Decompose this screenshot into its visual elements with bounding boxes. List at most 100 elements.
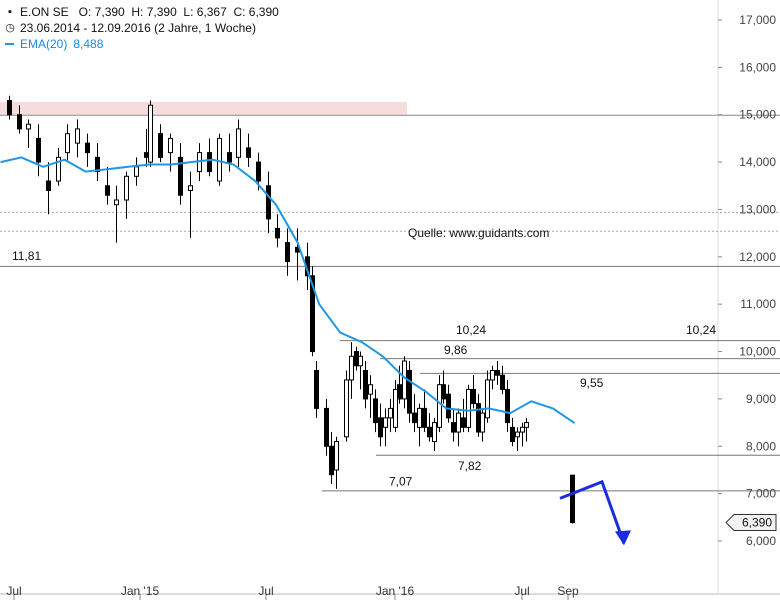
candle-body [456, 412, 461, 433]
legend-ema-label: EMA(20) [20, 37, 68, 51]
candle [65, 124, 70, 163]
candle [495, 361, 500, 385]
legend-range-row: ◷ 23.06.2014 - 12.09.2016 (2 Jahre, 1 Wo… [4, 20, 279, 36]
candle-body [134, 166, 139, 177]
x-tick-label: Jan '15 [121, 584, 160, 598]
candle [207, 138, 212, 177]
candle [17, 105, 22, 134]
candle-body [26, 123, 31, 130]
candle-body [466, 388, 471, 428]
candle [510, 417, 515, 447]
candle-body [422, 407, 427, 428]
candle [134, 157, 139, 186]
candle [7, 95, 12, 120]
level-label-10-24: 10,24 [456, 323, 486, 337]
candle-body [275, 227, 280, 239]
candle-body [124, 175, 129, 201]
candle-body [378, 417, 383, 438]
candle [451, 408, 456, 442]
candle [329, 432, 334, 485]
candle [168, 133, 173, 172]
candle [373, 389, 378, 433]
candle-body [158, 133, 163, 158]
candle [471, 375, 476, 409]
candle-body [188, 185, 193, 192]
clock-icon: ◷ [5, 22, 15, 34]
candle-body [75, 128, 80, 144]
x-tick-label: Jul [258, 584, 273, 598]
candle-body [46, 180, 51, 192]
candle [412, 394, 417, 433]
candle-body [480, 412, 485, 433]
candle [383, 408, 388, 447]
candle [407, 361, 412, 423]
candle [36, 124, 41, 177]
candle [480, 408, 485, 442]
forecast-arrow-path [559, 479, 626, 544]
candle [363, 361, 368, 409]
candle [466, 384, 471, 433]
candle-body [461, 417, 466, 428]
candle [461, 398, 466, 433]
level-label-10-24-right: 10,24 [686, 323, 716, 337]
chart-legend: ▪ E.ON SE O: 7,390 H: 7,390 L: 6,367 C: … [4, 4, 279, 52]
candle [427, 413, 432, 442]
price-tag-text: 6,390 [742, 516, 772, 530]
legend-ticker: E.ON SE O: 7,390 H: 7,390 L: 6,367 C: 6,… [20, 5, 279, 19]
last-price-tag: 6,390 [725, 514, 777, 532]
candle-body [515, 431, 520, 438]
candle-body [393, 388, 398, 428]
candle-body [490, 369, 495, 381]
candle-body [427, 426, 432, 438]
x-tick-label: Jul [514, 584, 529, 598]
candle-body [520, 426, 525, 433]
chart-icon: ▪ [8, 6, 12, 18]
candle [148, 100, 153, 167]
candle-body [432, 422, 437, 443]
candle-body [236, 128, 241, 158]
candle-body [65, 133, 70, 154]
legend-ema-value: 8,488 [73, 37, 104, 51]
x-tick-label: Jul [6, 584, 21, 598]
candle [178, 143, 183, 205]
candle-body [510, 426, 515, 443]
y-tick-label: 10,000 [739, 345, 776, 359]
candle-body [36, 137, 41, 163]
candle-body [246, 147, 251, 158]
candle-body [349, 355, 354, 381]
candlestick-series [7, 95, 575, 524]
y-tick-label: 9,000 [746, 392, 776, 406]
y-tick-label: 12,000 [739, 250, 776, 264]
candle-body [476, 403, 481, 433]
candle-body [505, 388, 510, 424]
candle-body [7, 100, 12, 116]
candle [520, 422, 525, 447]
forecast-arrowhead [615, 530, 631, 546]
candle [354, 346, 359, 371]
candle [515, 427, 520, 452]
y-tick-label: 13,000 [739, 202, 776, 216]
candle-body [397, 384, 402, 400]
candle [432, 417, 437, 452]
candle [485, 370, 490, 423]
candle-body [402, 360, 407, 400]
forecast-arrow [559, 479, 631, 546]
price-tag-shape [725, 514, 777, 532]
candle-body [168, 137, 173, 154]
candle [446, 384, 451, 423]
candle-body [285, 242, 290, 263]
ema-swatch [5, 43, 14, 45]
candle-body [178, 156, 183, 196]
candle [188, 171, 193, 238]
candle-body [485, 379, 490, 419]
candle-body [329, 445, 334, 476]
y-tick-label: 17,000 [739, 13, 776, 27]
candle-body [114, 199, 119, 206]
candle [227, 133, 232, 172]
candle [46, 162, 51, 215]
candle-body [500, 374, 505, 390]
candle [158, 124, 163, 163]
candle [422, 389, 427, 433]
candle-body [217, 137, 222, 182]
